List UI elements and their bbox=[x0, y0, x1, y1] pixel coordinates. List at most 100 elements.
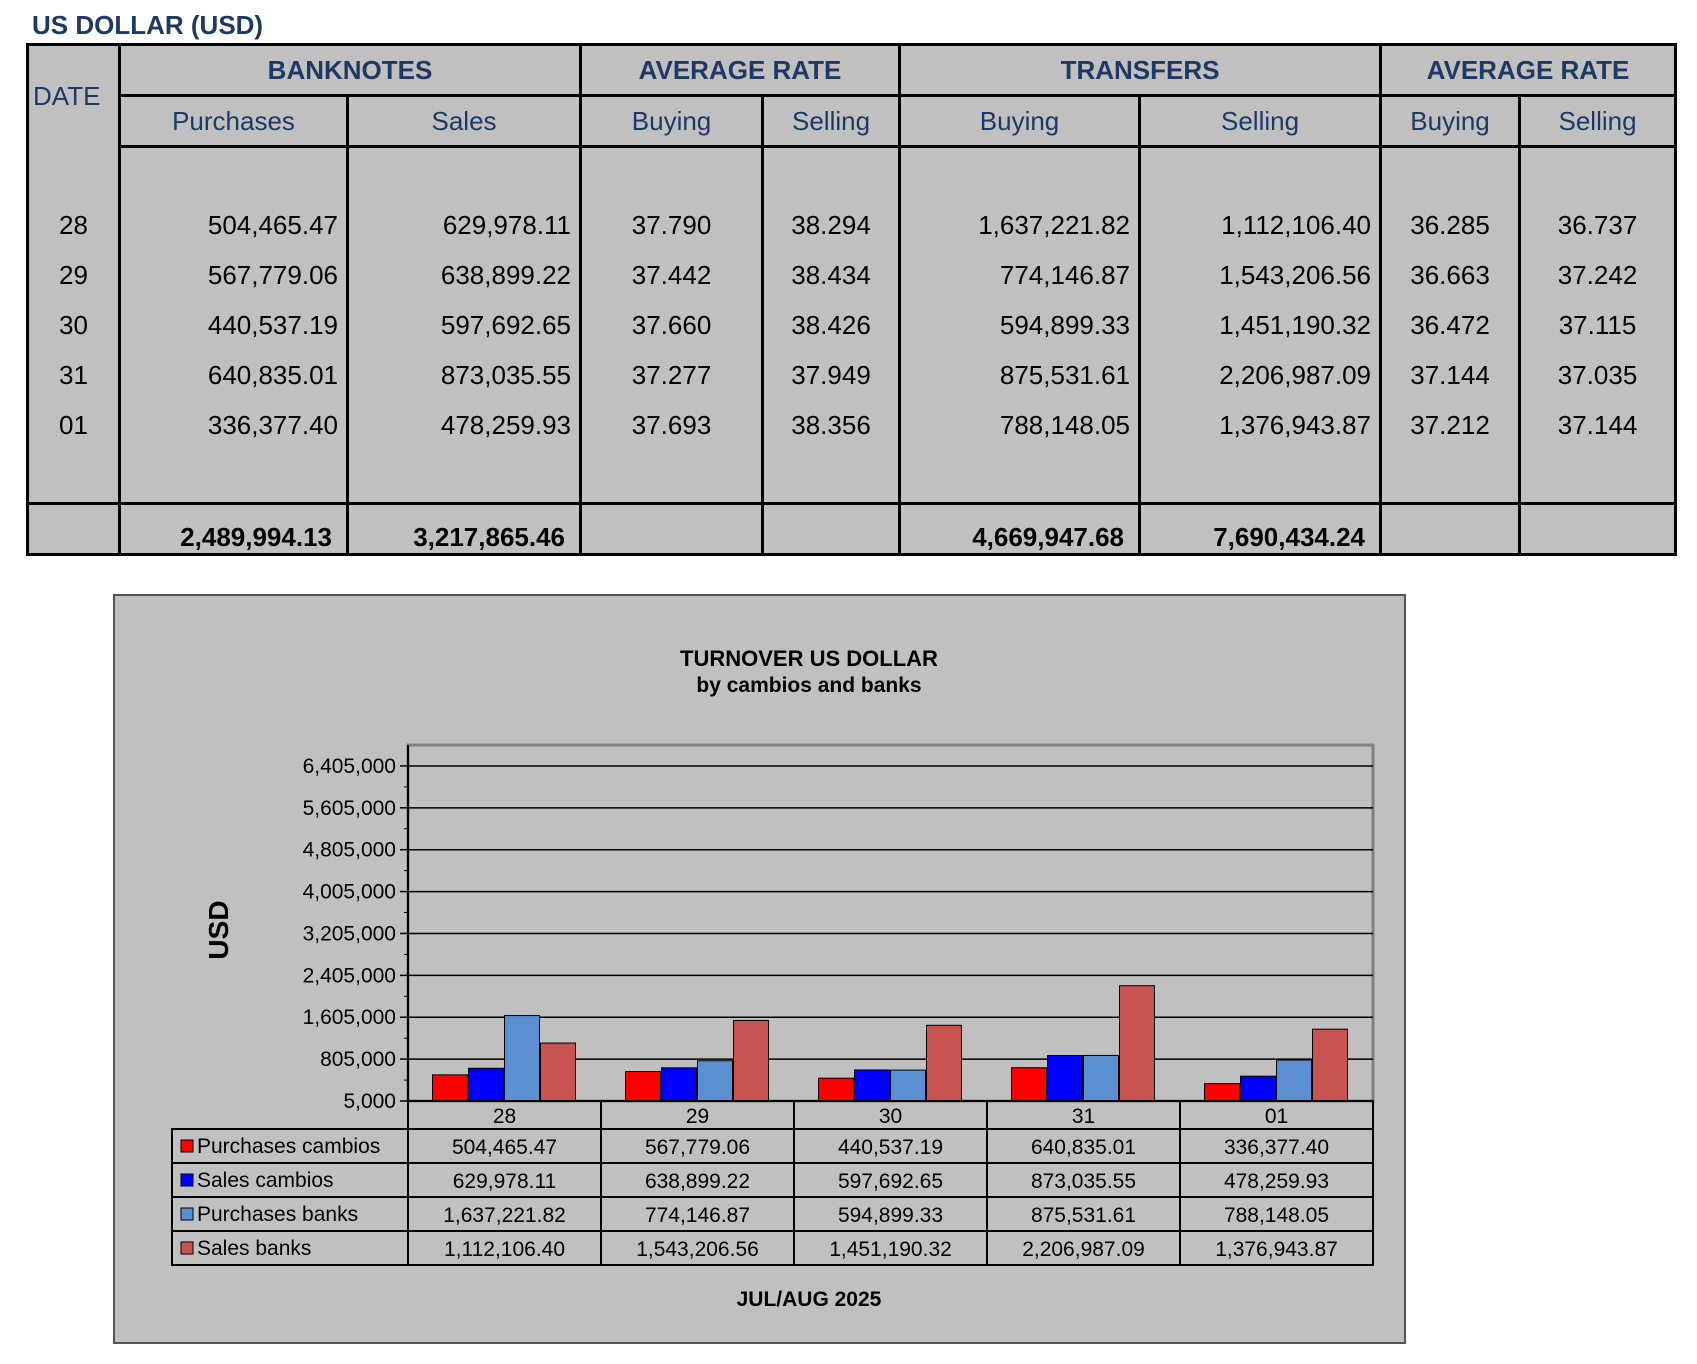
data-label: 640,835.01 bbox=[1031, 1136, 1136, 1159]
page-title: US DOLLAR (USD) bbox=[32, 10, 264, 40]
data-label: 478,259.93 bbox=[1224, 1170, 1329, 1193]
y-tick-label: 1,605,000 bbox=[303, 1006, 396, 1029]
y-axis-label: USD bbox=[203, 900, 234, 959]
y-tick-label: 6,405,000 bbox=[303, 755, 396, 778]
date-cell: 31 bbox=[26, 350, 121, 400]
data-label: 1,543,206.56 bbox=[636, 1238, 759, 1261]
buying-header-2: Buying bbox=[898, 95, 1142, 148]
banknote-selling-rate-cell: 38.294 bbox=[761, 200, 902, 250]
spacer-row bbox=[26, 146, 1678, 200]
transfer-buying-cell: 594,899.33 bbox=[898, 300, 1142, 350]
bar-sales-banks bbox=[1119, 985, 1155, 1102]
table-row: 29 567,779.06 638,899.22 37.442 38.434 7… bbox=[26, 250, 1678, 300]
legend-label: Sales banks bbox=[197, 1237, 311, 1260]
transfer-selling-rate-cell: 37.242 bbox=[1518, 250, 1678, 300]
banknote-buying-rate-cell: 37.693 bbox=[579, 400, 765, 450]
transfer-selling-cell: 1,112,106.40 bbox=[1138, 200, 1383, 250]
data-label: 1,112,106.40 bbox=[444, 1238, 565, 1261]
bar-purchases-cambios bbox=[625, 1071, 661, 1102]
data-label: 629,978.11 bbox=[453, 1170, 557, 1193]
banknote-buying-rate-cell: 37.790 bbox=[579, 200, 765, 250]
totals-label-cell bbox=[26, 502, 121, 556]
data-label: 1,376,943.87 bbox=[1215, 1238, 1338, 1261]
y-tick-label: 4,005,000 bbox=[303, 881, 396, 904]
average-rate-header-2: AVERAGE RATE bbox=[1379, 43, 1678, 97]
banknote-purchases-cell: 336,377.40 bbox=[118, 400, 349, 450]
banknote-sales-cell: 629,978.11 bbox=[345, 200, 583, 250]
banknote-sales-cell: 638,899.22 bbox=[345, 250, 583, 300]
bar-purchases-banks bbox=[1276, 1059, 1312, 1102]
banknote-selling-rate-cell: 38.356 bbox=[761, 400, 902, 450]
transfers-header: TRANSFERS bbox=[898, 43, 1383, 97]
buying-header-1: Buying bbox=[579, 95, 765, 148]
transfer-selling-cell: 2,206,987.09 bbox=[1138, 350, 1383, 400]
x-tick-label: 28 bbox=[493, 1105, 516, 1128]
selling-header-3: Selling bbox=[1518, 95, 1678, 148]
data-label: 440,537.19 bbox=[838, 1136, 943, 1159]
transfer-selling-cell: 1,451,190.32 bbox=[1138, 300, 1383, 350]
banknote-sales-cell: 873,035.55 bbox=[345, 350, 583, 400]
transfer-buying-cell: 1,637,221.82 bbox=[898, 200, 1142, 250]
x-tick-label: 29 bbox=[686, 1105, 709, 1128]
data-label: 638,899.22 bbox=[645, 1170, 750, 1193]
date-cell: 29 bbox=[26, 250, 121, 300]
legend-label: Purchases banks bbox=[197, 1203, 358, 1226]
banknote-purchases-cell: 440,537.19 bbox=[118, 300, 349, 350]
date-cell: 28 bbox=[26, 200, 121, 250]
x-axis-label: JUL/AUG 2025 bbox=[737, 1288, 882, 1311]
data-label: 594,899.33 bbox=[838, 1204, 943, 1227]
transfer-buying-rate-cell: 37.144 bbox=[1379, 350, 1522, 400]
buying-header-3: Buying bbox=[1379, 95, 1522, 148]
bar-purchases-banks bbox=[697, 1060, 733, 1102]
transfer-selling-cell: 1,543,206.56 bbox=[1138, 250, 1383, 300]
legend-label: Sales cambios bbox=[197, 1169, 334, 1192]
legend-label: Purchases cambios bbox=[197, 1135, 380, 1158]
selling-header-2: Selling bbox=[1138, 95, 1383, 148]
bar-purchases-cambios bbox=[1204, 1083, 1240, 1102]
y-tick-label: 5,000 bbox=[343, 1090, 396, 1113]
banknote-buying-rate-cell: 37.442 bbox=[579, 250, 765, 300]
bar-sales-cambios bbox=[468, 1067, 504, 1102]
chart-data-table: 28 29 30 31 01 Purchases cambios 504,465.47 567… bbox=[171, 1100, 1374, 1266]
exchange-table: DATE BANKNOTES AVERAGE RATE TRANSFERS AV… bbox=[26, 43, 1678, 556]
table-row: 01 336,377.40 478,259.93 37.693 38.356 7… bbox=[26, 400, 1678, 450]
turnover-chart-svg: TURNOVER US DOLLAR by cambios and banks … bbox=[171, 646, 1375, 1311]
y-tick-label: 805,000 bbox=[320, 1048, 396, 1071]
transfer-buying-rate-cell: 37.212 bbox=[1379, 400, 1522, 450]
bar-purchases-cambios bbox=[818, 1077, 854, 1102]
data-label: 1,451,190.32 bbox=[829, 1238, 952, 1261]
data-label: 597,692.65 bbox=[838, 1170, 943, 1193]
transfer-selling-rate-cell: 37.115 bbox=[1518, 300, 1678, 350]
banknotes-header: BANKNOTES bbox=[117, 43, 583, 97]
totals-row: 2,489,994.13 3,217,865.46 4,669,947.68 7… bbox=[26, 502, 1678, 556]
purchases-header: Purchases bbox=[118, 95, 349, 148]
legend-swatch bbox=[180, 1241, 194, 1255]
plot-area: 5,000 805,000 1,605,000 2,405,000 3,205,000 4… bbox=[303, 743, 1375, 1113]
turnover-chart: TURNOVER US DOLLAR by cambios and banks … bbox=[113, 594, 1406, 1344]
total-banknote-sales: 3,217,865.46 bbox=[345, 502, 583, 556]
transfer-buying-rate-cell: 36.472 bbox=[1379, 300, 1522, 350]
y-tick-label: 3,205,000 bbox=[303, 922, 396, 945]
header-row-1: DATE BANKNOTES AVERAGE RATE TRANSFERS AV… bbox=[26, 43, 1678, 147]
data-label: 873,035.55 bbox=[1031, 1170, 1136, 1193]
total-transfer-buying: 4,669,947.68 bbox=[898, 502, 1142, 556]
x-tick-label: 31 bbox=[1072, 1105, 1095, 1128]
bar-sales-banks bbox=[926, 1024, 962, 1102]
bar-sales-cambios bbox=[1240, 1075, 1276, 1102]
data-label: 567,779.06 bbox=[645, 1136, 750, 1159]
data-label: 875,531.61 bbox=[1031, 1204, 1136, 1227]
table-row: 31 640,835.01 873,035.55 37.277 37.949 8… bbox=[26, 350, 1678, 400]
transfer-selling-cell: 1,376,943.87 bbox=[1138, 400, 1383, 450]
transfer-selling-rate-cell: 36.737 bbox=[1518, 200, 1678, 250]
date-cell: 01 bbox=[26, 400, 121, 450]
total-banknote-purchases: 2,489,994.13 bbox=[118, 502, 349, 556]
x-tick-label: 01 bbox=[1265, 1105, 1288, 1128]
data-label: 788,148.05 bbox=[1224, 1204, 1329, 1227]
banknote-buying-rate-cell: 37.277 bbox=[579, 350, 765, 400]
data-label: 1,637,221.82 bbox=[443, 1204, 566, 1227]
bar-sales-banks bbox=[1312, 1028, 1348, 1102]
spacer-row bbox=[26, 450, 1678, 504]
transfer-buying-rate-cell: 36.663 bbox=[1379, 250, 1522, 300]
transfer-buying-cell: 875,531.61 bbox=[898, 350, 1142, 400]
sales-header: Sales bbox=[345, 95, 583, 148]
